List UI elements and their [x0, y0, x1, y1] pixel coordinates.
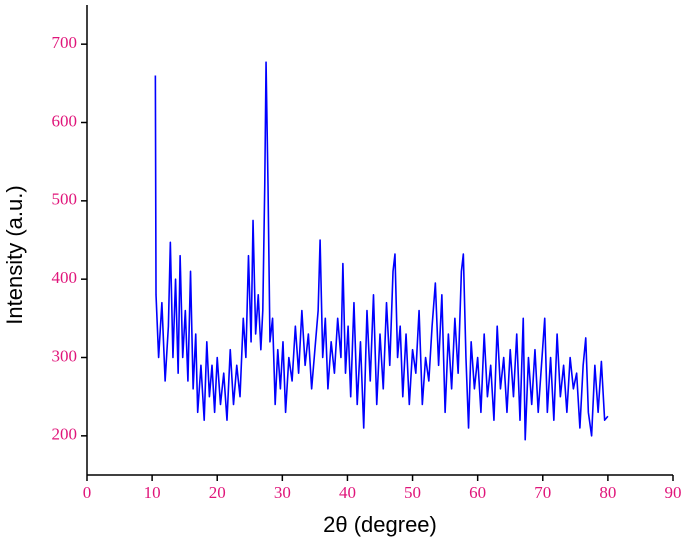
x-tick-label: 20: [209, 483, 226, 502]
y-tick-label: 200: [52, 425, 78, 444]
x-tick-label: 40: [339, 483, 356, 502]
data-line: [154, 61, 609, 441]
x-tick-label: 90: [665, 483, 682, 502]
x-tick-label: 10: [144, 483, 161, 502]
y-tick-label: 600: [52, 111, 78, 130]
y-tick-label: 400: [52, 268, 78, 287]
y-tick-label: 300: [52, 346, 78, 365]
x-axis-label: 2θ (degree): [323, 512, 437, 537]
y-tick-label: 700: [52, 33, 78, 52]
y-axis-label: Intensity (a.u.): [2, 185, 27, 324]
x-tick-label: 60: [469, 483, 486, 502]
x-tick-label: 30: [274, 483, 291, 502]
y-tick-label: 500: [52, 190, 78, 209]
x-tick-label: 80: [599, 483, 616, 502]
x-tick-label: 70: [534, 483, 551, 502]
x-tick-label: 50: [404, 483, 421, 502]
x-tick-label: 0: [83, 483, 92, 502]
